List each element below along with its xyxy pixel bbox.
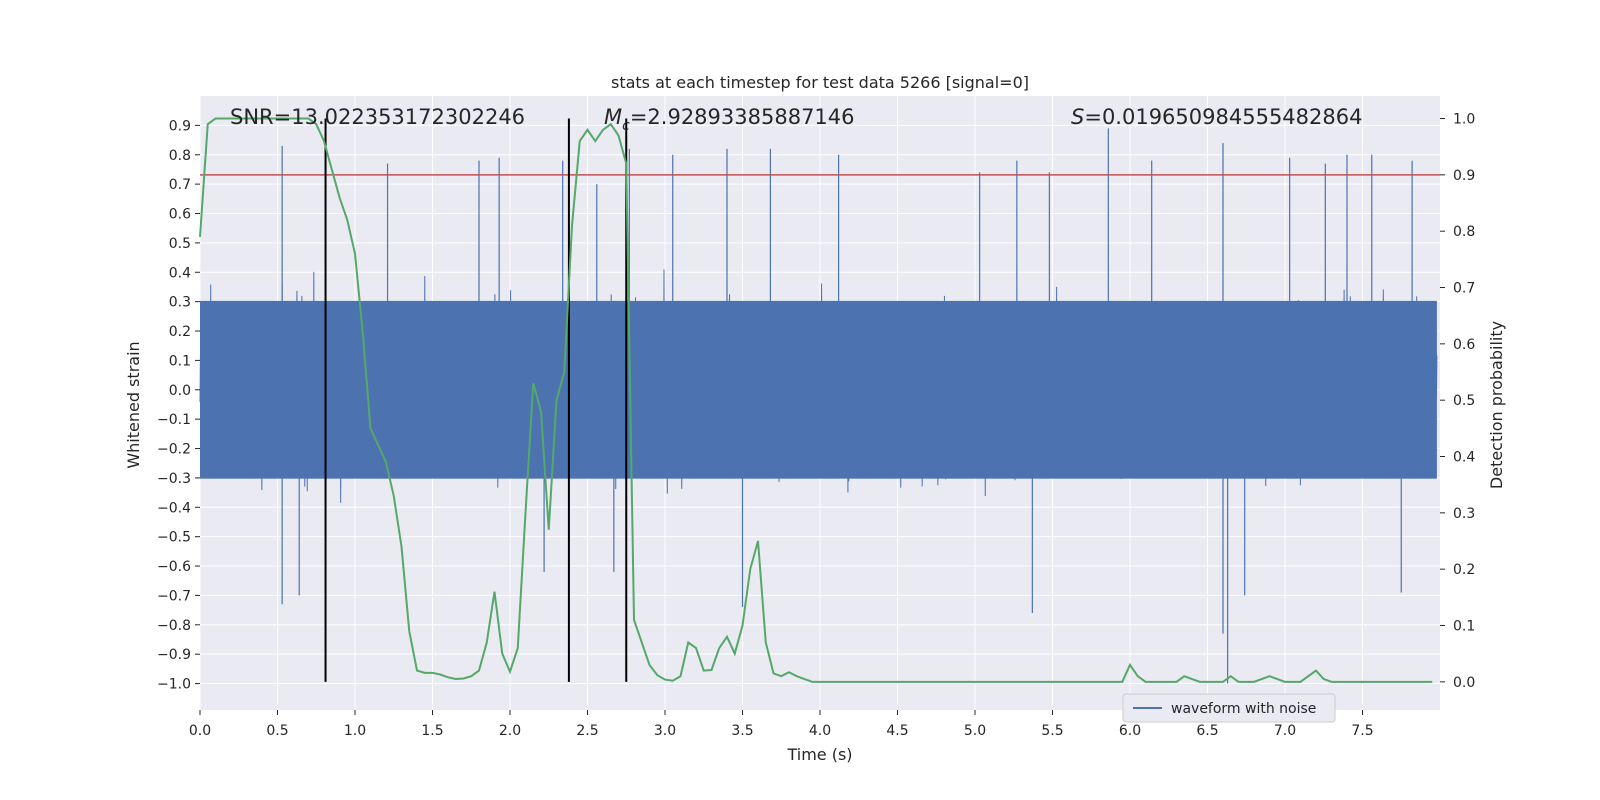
- y2-tick-label: 1.0: [1453, 112, 1475, 128]
- x-axis-label: Time (s): [786, 745, 852, 764]
- y-tick-label: 0.4: [169, 265, 191, 281]
- x-tick-label: 1.0: [344, 723, 366, 739]
- y-tick-label: 0.1: [169, 353, 191, 369]
- y2-tick-label: 0.9: [1453, 168, 1475, 184]
- y2-tick-label: 0.7: [1453, 281, 1475, 297]
- y-tick-label: 0.2: [169, 324, 191, 340]
- y-tick-label: 0.6: [169, 207, 191, 223]
- y-tick-label: 0.8: [169, 148, 191, 164]
- y2-tick-label: 0.4: [1453, 450, 1475, 466]
- y-tick-label: 0.5: [169, 236, 191, 252]
- x-tick-label: 7.0: [1274, 723, 1296, 739]
- y-tick-label: −0.1: [157, 412, 191, 428]
- y-tick-label: −0.6: [157, 559, 191, 575]
- x-tick-label: 0.0: [189, 723, 211, 739]
- x-tick-label: 6.0: [1119, 723, 1141, 739]
- y-axis-label: Whitened strain: [124, 341, 143, 468]
- y-tick-label: −0.7: [157, 588, 191, 604]
- legend: waveform with noise: [1122, 693, 1336, 723]
- detection-probability-line: [199, 117, 1433, 683]
- y-tick-label: −0.9: [157, 647, 191, 663]
- x-tick-label: 1.5: [421, 723, 443, 739]
- y2-axis-label: Detection probability: [1487, 321, 1506, 489]
- y-axis-right-ticks: 1.0 0.9 0.8 0.7 0.6 0.5 0.4 0.3 0.2 0.1 0.0: [1440, 112, 1475, 691]
- waveform-with-noise-series: [199, 128, 1438, 684]
- y2-tick-label: 0.0: [1453, 675, 1475, 691]
- s-statistic-symbol: S: [1071, 105, 1084, 129]
- x-tick-label: 3.0: [654, 723, 676, 739]
- y2-tick-label: 0.5: [1453, 393, 1475, 409]
- snr-annotation: SNR=13.022353172302246: [230, 105, 525, 129]
- y-tick-label: 0.3: [169, 295, 191, 311]
- waveform-core-band: [200, 300, 1437, 479]
- y-tick-label: −0.8: [157, 618, 191, 634]
- y-tick-label: −0.3: [157, 471, 191, 487]
- chirp-mass-annotation: Mc=2.92893385887146: [604, 105, 855, 134]
- x-tick-label: 2.0: [499, 723, 521, 739]
- y2-tick-label: 0.6: [1453, 337, 1475, 353]
- x-tick-label: 5.5: [1041, 723, 1063, 739]
- y-tick-label: 0.9: [169, 118, 191, 134]
- y2-tick-label: 0.1: [1453, 619, 1475, 635]
- x-tick-label: 0.5: [266, 723, 288, 739]
- s-statistic-annotation: S=0.019650984555482864: [1071, 105, 1362, 129]
- y-tick-label: 0.0: [169, 383, 191, 399]
- legend-label-waveform: waveform with noise: [1171, 701, 1316, 717]
- y-tick-label: −1.0: [157, 677, 191, 693]
- x-axis-ticks: 0.0 0.5 1.0 1.5 2.0 2.5 3.0 3.5 4.0 4.5 5.0 5.5 6.0 6…: [189, 710, 1374, 739]
- y-tick-label: −0.4: [157, 500, 191, 516]
- detection-probability-series: [199, 117, 1433, 683]
- y2-tick-label: 0.2: [1453, 562, 1475, 578]
- chart-title: stats at each timestep for test data 526…: [611, 73, 1029, 92]
- y-axis-left-ticks: 0.9 0.8 0.7 0.6 0.5 0.4 0.3 0.2 0.1 0.0 −0.1 −0.2 −0…: [157, 118, 200, 693]
- chirp-mass-value: =2.92893385887146: [630, 105, 855, 129]
- y-tick-label: 0.7: [169, 177, 191, 193]
- chirp-mass-subscript: c: [622, 118, 630, 134]
- y-tick-label: −0.5: [157, 530, 191, 546]
- chirp-mass-symbol: M: [604, 105, 622, 129]
- x-tick-label: 6.5: [1196, 723, 1218, 739]
- x-tick-label: 4.0: [809, 723, 831, 739]
- x-tick-label: 3.5: [731, 723, 753, 739]
- x-tick-label: 4.5: [886, 723, 908, 739]
- x-tick-label: 5.0: [964, 723, 986, 739]
- s-statistic-value: =0.019650984555482864: [1084, 105, 1362, 129]
- y2-tick-label: 0.3: [1453, 506, 1475, 522]
- y-tick-label: −0.2: [157, 442, 191, 458]
- x-tick-label: 7.5: [1351, 723, 1373, 739]
- y2-tick-label: 0.8: [1453, 224, 1475, 240]
- legend-box: [1122, 693, 1336, 723]
- x-tick-label: 2.5: [576, 723, 598, 739]
